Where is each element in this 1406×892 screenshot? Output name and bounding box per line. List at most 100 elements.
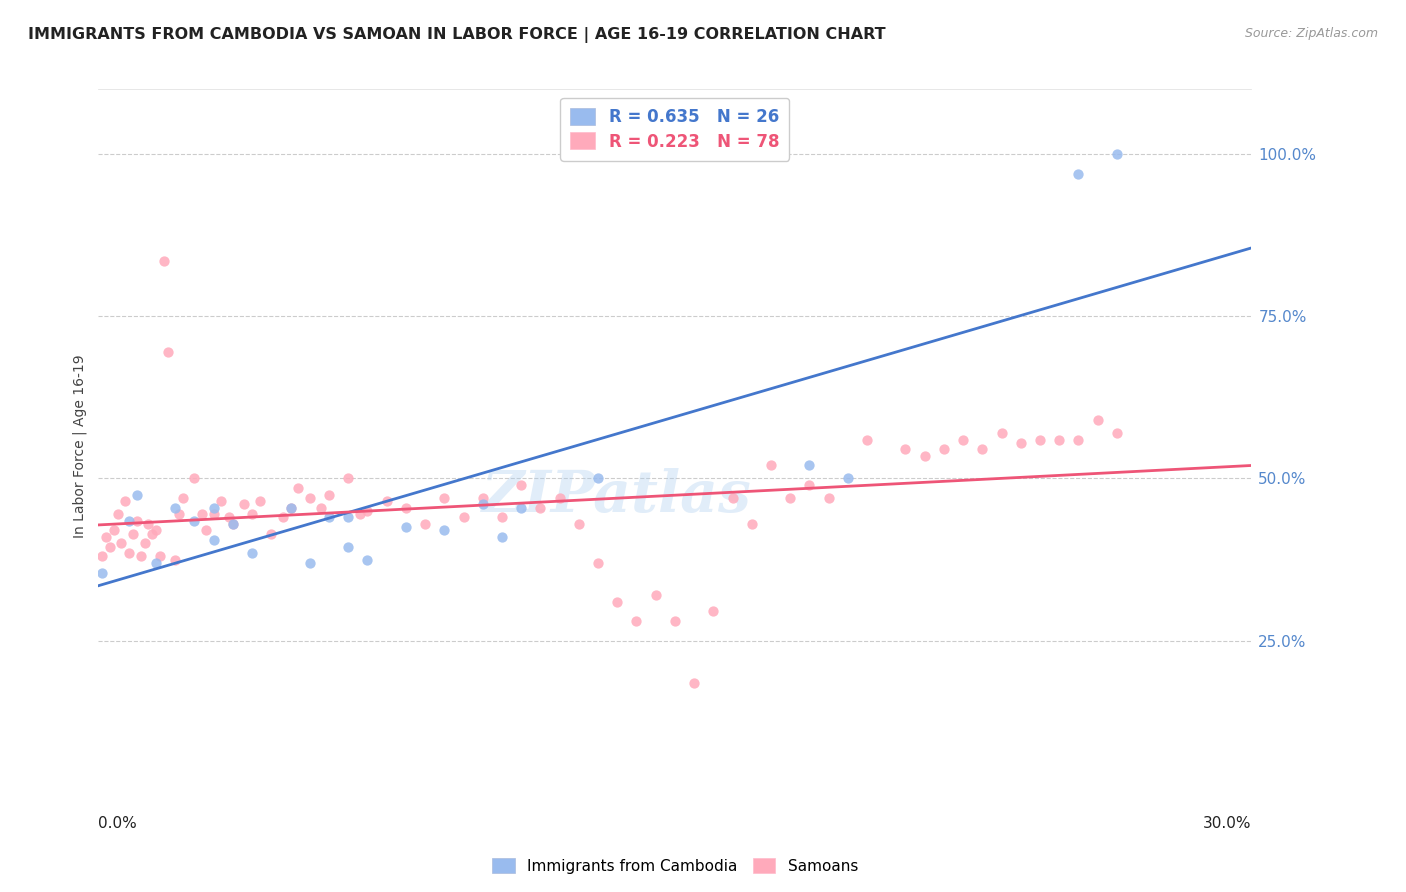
Text: 30.0%: 30.0% (1204, 816, 1251, 831)
Point (337, 510, 360, 524)
Point (118, 546, 141, 560)
Point (233, 497, 256, 511)
Point (395, 500, 418, 515)
Point (586, 471, 609, 485)
Point (138, 516, 160, 531)
Point (491, 510, 513, 524)
Point (125, 514, 148, 528)
Point (94, 530, 117, 544)
Point (349, 507, 371, 521)
Point (311, 500, 333, 515)
Point (471, 497, 494, 511)
Point (98, 540, 121, 554)
Point (202, 533, 225, 547)
Point (156, 345, 179, 359)
Point (433, 524, 456, 538)
Point (510, 478, 533, 492)
Point (337, 540, 360, 554)
Point (529, 500, 551, 515)
Point (626, 614, 648, 628)
Point (165, 500, 187, 515)
Point (1105, 425, 1128, 440)
Text: 0.0%: 0.0% (98, 816, 138, 831)
Point (122, 526, 145, 541)
Point (298, 491, 321, 505)
Point (433, 491, 456, 505)
Point (932, 442, 955, 457)
Point (471, 491, 494, 505)
Point (856, 433, 879, 447)
Point (1047, 433, 1070, 447)
Point (683, 675, 706, 690)
Point (222, 516, 245, 531)
Point (202, 500, 225, 515)
Point (298, 556, 321, 570)
Point (195, 524, 218, 538)
Point (287, 481, 309, 495)
Y-axis label: In Labor Force | Age 16-19: In Labor Force | Age 16-19 (73, 354, 87, 538)
Point (129, 549, 152, 564)
Point (149, 549, 172, 564)
Point (249, 494, 271, 508)
Point (721, 491, 744, 505)
Point (280, 500, 302, 515)
Point (222, 516, 245, 531)
Point (1105, 147, 1128, 161)
Point (1010, 435, 1032, 450)
Point (183, 514, 205, 528)
Point (318, 488, 340, 502)
Point (145, 524, 167, 538)
Point (202, 507, 225, 521)
Point (114, 494, 136, 508)
Point (702, 604, 724, 618)
Point (337, 471, 360, 485)
Point (183, 471, 205, 485)
Point (606, 595, 628, 609)
Point (586, 556, 609, 570)
Point (134, 536, 156, 550)
Point (1067, 433, 1090, 447)
Point (107, 507, 129, 521)
Point (837, 471, 859, 485)
Point (118, 514, 141, 528)
Point (990, 425, 1012, 440)
Point (356, 504, 378, 518)
Point (125, 488, 148, 502)
Point (356, 552, 378, 566)
Point (741, 516, 763, 531)
Text: Source: ZipAtlas.com: Source: ZipAtlas.com (1244, 27, 1378, 40)
Point (1029, 433, 1052, 447)
Point (318, 510, 340, 524)
Point (271, 510, 294, 524)
Point (91, 566, 114, 580)
Point (894, 442, 917, 457)
Point (413, 516, 436, 531)
Point (240, 546, 263, 560)
Point (644, 588, 666, 602)
Point (167, 507, 190, 521)
Point (103, 524, 125, 538)
Point (491, 530, 513, 544)
Point (1087, 413, 1109, 427)
Point (110, 536, 132, 550)
Point (952, 433, 974, 447)
Point (817, 491, 839, 505)
Point (799, 458, 821, 473)
Point (759, 458, 782, 473)
Point (453, 510, 475, 524)
Legend: R = 0.635   N = 26, R = 0.223   N = 78: R = 0.635 N = 26, R = 0.223 N = 78 (561, 97, 789, 161)
Point (799, 478, 821, 492)
Point (395, 520, 418, 534)
Point (664, 614, 686, 628)
Point (191, 507, 214, 521)
Point (145, 556, 167, 570)
Text: IMMIGRANTS FROM CAMBODIA VS SAMOAN IN LABOR FORCE | AGE 16-19 CORRELATION CHART: IMMIGRANTS FROM CAMBODIA VS SAMOAN IN LA… (28, 27, 886, 43)
Text: ZIPatlas: ZIPatlas (482, 467, 752, 524)
Point (568, 516, 591, 531)
Point (280, 500, 302, 515)
Point (779, 491, 801, 505)
Point (510, 500, 533, 515)
Point (141, 526, 163, 541)
Point (914, 449, 936, 463)
Point (375, 494, 398, 508)
